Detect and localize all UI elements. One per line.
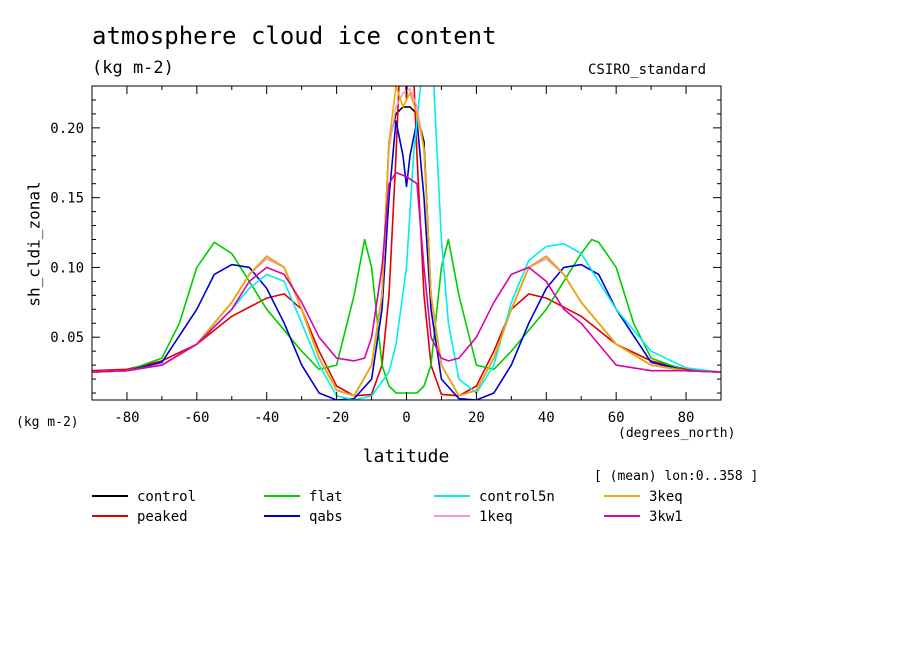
chart-units: (kg m-2) xyxy=(92,58,174,78)
x-tick-label: 40 xyxy=(538,410,555,426)
legend-label: control5n xyxy=(479,489,555,505)
plot-frame xyxy=(91,85,722,401)
legend-label: 1keq xyxy=(479,509,513,525)
y-tick-label: 0.20 xyxy=(50,121,84,137)
legend-item-3kw1: 3kw1 xyxy=(604,509,683,525)
series-line-3kw1 xyxy=(92,171,721,373)
legend-item-qabs: qabs xyxy=(264,509,343,525)
legend-label: qabs xyxy=(309,509,343,525)
mean-note: [ (mean) lon:0..358 ] xyxy=(594,469,759,484)
y-tick-label: 0.10 xyxy=(50,260,84,276)
legend: control peaked flat qabs control5n 1keq 3keq 3k… xyxy=(92,489,683,525)
y-axis-units: (kg m-2) xyxy=(16,415,79,430)
series-line-control xyxy=(92,106,721,397)
x-tick-label: -40 xyxy=(254,410,279,426)
legend-item-control: control xyxy=(92,489,196,505)
y-tick-label: 0.05 xyxy=(50,330,84,346)
tick-layer: -80 -60 -40 -20 0 20 40 60 80 0.05 0.10 0.15 0.20 xyxy=(50,86,722,426)
x-tick-label: 60 xyxy=(608,410,625,426)
x-tick-label: -60 xyxy=(184,410,209,426)
x-axis-label: latitude xyxy=(362,446,450,467)
legend-item-flat: flat xyxy=(264,489,343,505)
chart-source: CSIRO_standard xyxy=(588,62,707,78)
legend-label: flat xyxy=(309,489,343,505)
y-tick-label: 0.15 xyxy=(50,191,84,207)
chart-title: atmosphere cloud ice content xyxy=(92,22,497,50)
series-layer xyxy=(92,86,721,400)
legend-item-peaked: peaked xyxy=(92,509,188,525)
legend-label: 3kw1 xyxy=(649,509,683,525)
legend-label: peaked xyxy=(137,509,188,525)
legend-item-3keq: 3keq xyxy=(604,489,683,505)
x-tick-label: 20 xyxy=(468,410,485,426)
series-line-3keq xyxy=(92,86,721,397)
legend-item-control5n: control5n xyxy=(434,489,555,505)
x-axis-units: (degrees_north) xyxy=(618,426,736,441)
x-tick-label: 80 xyxy=(678,410,695,426)
x-tick-label: 0 xyxy=(402,410,410,426)
series-line-qabs xyxy=(92,120,721,400)
series-line-peaked xyxy=(92,86,721,397)
legend-label: 3keq xyxy=(649,489,683,505)
legend-item-1keq: 1keq xyxy=(434,509,513,525)
series-line-control5n xyxy=(92,86,721,400)
x-tick-label: -20 xyxy=(324,410,349,426)
series-line-flat xyxy=(92,238,721,394)
x-tick-label: -80 xyxy=(114,410,139,426)
legend-label: control xyxy=(137,489,196,505)
